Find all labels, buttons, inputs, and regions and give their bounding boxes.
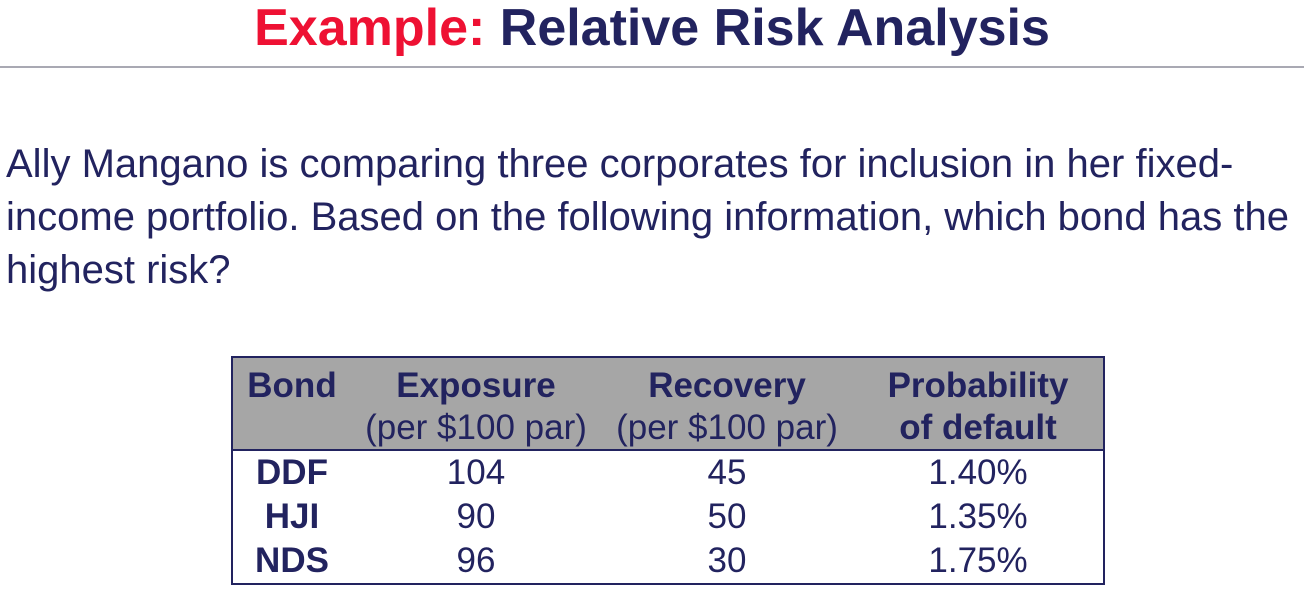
risk-table: Bond Exposure (per $100 par) Recovery (p…	[231, 356, 1105, 585]
title-divider	[0, 66, 1304, 68]
title-main: Relative Risk Analysis	[485, 0, 1050, 57]
exposure-cell: 96	[456, 541, 496, 580]
table-row: NDS 96 30 1.75%	[233, 539, 1103, 583]
title-prefix: Example:	[254, 0, 486, 57]
question-text: Ally Mangano is comparing three corporat…	[6, 142, 1289, 292]
exposure-cell: 90	[456, 497, 496, 536]
bond-cell: NDS	[255, 541, 329, 580]
header-probability-sub: of default	[899, 408, 1057, 447]
probability-cell: 1.40%	[928, 453, 1028, 492]
header-exposure: Exposure	[396, 366, 556, 405]
probability-cell: 1.75%	[928, 541, 1028, 580]
table-body: DDF 104 45 1.40% HJI 90 50 1.35% NDS 96 …	[233, 451, 1103, 583]
header-exposure-sub: (per $100 par)	[365, 408, 587, 447]
header-probability: Probability	[887, 366, 1069, 405]
recovery-cell: 50	[707, 497, 747, 536]
table-row: DDF 104 45 1.40%	[233, 451, 1103, 495]
recovery-cell: 45	[707, 453, 747, 492]
header-recovery: Recovery	[648, 366, 806, 405]
table-header: Bond Exposure (per $100 par) Recovery (p…	[233, 358, 1103, 451]
header-bond: Bond	[247, 366, 337, 405]
bond-cell: DDF	[256, 453, 328, 492]
header-recovery-sub: (per $100 par)	[616, 408, 838, 447]
table-row: HJI 90 50 1.35%	[233, 495, 1103, 539]
bond-cell: HJI	[264, 497, 320, 536]
exposure-cell: 104	[446, 453, 506, 492]
recovery-cell: 30	[707, 541, 747, 580]
slide-title: Example: Relative Risk Analysis	[0, 0, 1304, 56]
probability-cell: 1.35%	[928, 497, 1028, 536]
